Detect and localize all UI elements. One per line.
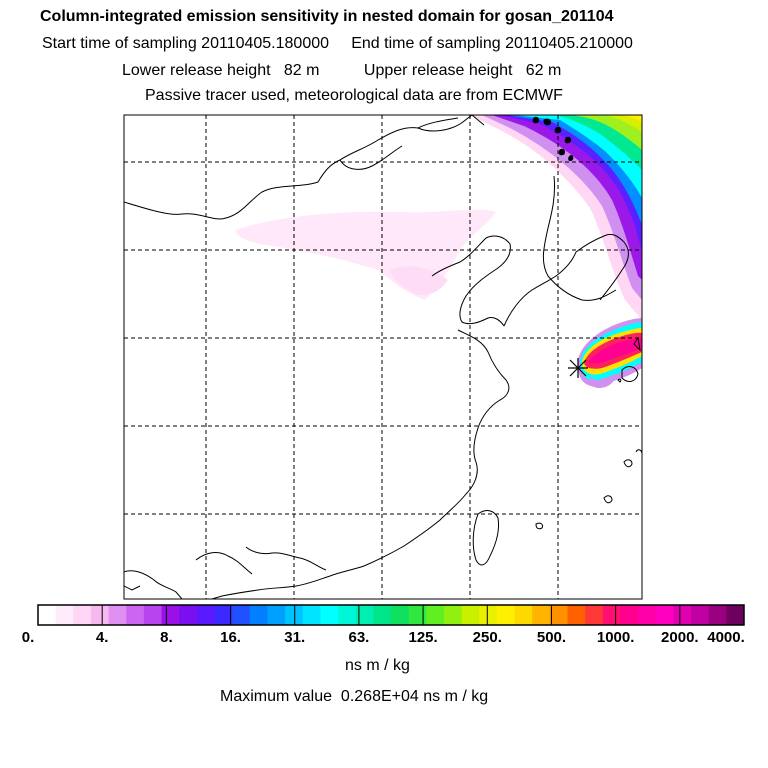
colorbar-tick-label: 0. <box>21 629 35 646</box>
colorbar-units: ns m / kg <box>345 657 410 674</box>
release-height-line: Lower release height 82 m Upper release … <box>122 62 562 79</box>
colorbar-swatch <box>620 605 639 625</box>
colorbar-swatch <box>179 605 198 625</box>
colorbar-swatch <box>355 605 374 625</box>
colorbar-tick-label: 125. <box>408 629 438 646</box>
colorbar-swatch <box>426 605 445 625</box>
colorbar-swatch <box>585 605 604 625</box>
colorbar-tick-label: 250. <box>472 629 502 646</box>
colorbar-swatch <box>373 605 392 625</box>
colorbar-swatch <box>479 605 498 625</box>
colorbar-swatch <box>249 605 268 625</box>
colorbar-swatch <box>655 605 674 625</box>
colorbar-tick-label: 1000. <box>596 629 635 646</box>
colorbar-swatch <box>496 605 516 625</box>
colorbar <box>38 605 745 625</box>
colorbar-swatch <box>108 605 127 625</box>
colorbar-swatch <box>638 605 657 625</box>
colorbar-swatch <box>567 605 586 625</box>
colorbar-swatch <box>691 605 710 625</box>
colorbar-swatch <box>391 605 410 625</box>
colorbar-tick-label: 16. <box>220 629 241 646</box>
colorbar-swatch <box>320 605 339 625</box>
colorbar-swatch <box>73 605 92 625</box>
colorbar-swatch <box>196 605 215 625</box>
colorbar-swatch <box>532 605 551 625</box>
colorbar-swatch <box>232 605 251 625</box>
map-background <box>124 115 642 599</box>
colorbar-swatch <box>126 605 145 625</box>
colorbar-swatch <box>90 605 110 625</box>
colorbar-swatch <box>338 605 357 625</box>
colorbar-swatch <box>302 605 321 625</box>
graticule <box>124 115 642 599</box>
colorbar-tick-label: 8. <box>160 629 173 646</box>
map-frame <box>123 114 643 600</box>
colorbar-tick-label: 2000. <box>661 629 699 646</box>
colorbar-swatch <box>408 605 427 625</box>
colorbar-tick-label: 500. <box>536 629 567 646</box>
colorbar-swatch <box>214 605 233 625</box>
colorbar-swatch <box>143 605 163 625</box>
colorbar-swatch <box>708 605 727 625</box>
northeast-plume <box>470 115 642 320</box>
colorbar-swatch <box>673 605 692 625</box>
colorbar-swatch <box>443 605 463 625</box>
colorbar-tick-label: 4000. <box>707 629 745 646</box>
asterisk-marker <box>568 358 588 378</box>
colorbar-tick-label: 4. <box>95 629 109 646</box>
colorbar-tick-label: 31. <box>284 629 306 646</box>
colorbar-swatch <box>267 605 286 625</box>
colorbar-swatch <box>55 605 74 625</box>
sampling-time-line: Start time of sampling 20110405.180000 E… <box>42 35 633 52</box>
colorbar-swatch <box>461 605 480 625</box>
colorbar-swatch <box>726 605 745 625</box>
tracer-info-line: Passive tracer used, meteorological data… <box>145 87 563 104</box>
map-content <box>124 115 642 599</box>
colorbar-swatch <box>514 605 533 625</box>
islands <box>472 116 642 566</box>
taiwan-island <box>472 510 499 566</box>
colorbar-swatch <box>161 605 180 625</box>
colorbar-swatch <box>38 605 57 625</box>
maximum-value-label: Maximum value 0.268E+04 ns m / kg <box>220 688 489 705</box>
plot-title: Column-integrated emission sensitivity i… <box>40 8 614 25</box>
colorbar-swatch <box>549 605 568 625</box>
colorbar-swatch <box>602 605 621 625</box>
colorbar-tick-label: 63. <box>348 629 370 646</box>
colorbar-swatch <box>285 605 304 625</box>
colorbar-frame <box>37 604 745 626</box>
gosan-plume <box>577 318 642 388</box>
